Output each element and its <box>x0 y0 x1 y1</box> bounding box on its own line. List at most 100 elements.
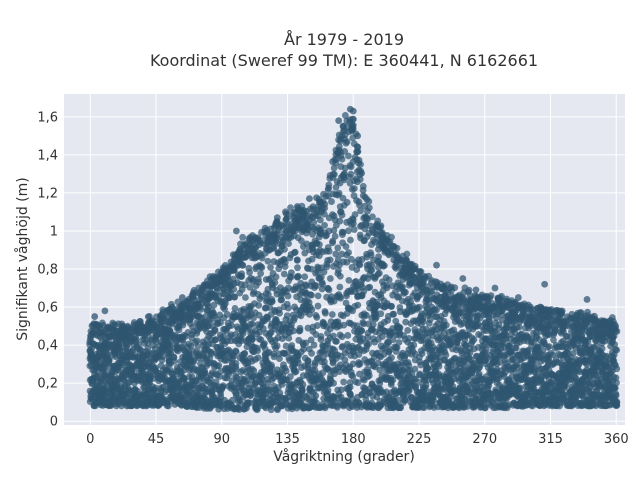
data-point <box>387 303 395 310</box>
data-point <box>320 268 328 276</box>
data-point <box>208 350 215 358</box>
data-point <box>419 404 427 411</box>
data-point <box>314 268 322 276</box>
data-point <box>285 334 293 342</box>
data-point <box>300 345 308 353</box>
data-point <box>311 361 319 369</box>
data-point <box>215 362 223 369</box>
data-point <box>347 236 354 244</box>
data-point <box>194 343 202 351</box>
data-point <box>275 306 283 314</box>
chart-title-line1: År 1979 - 2019 <box>284 30 404 49</box>
data-point <box>308 306 316 314</box>
data-point <box>246 399 254 407</box>
data-point <box>144 345 152 352</box>
data-point <box>324 244 332 251</box>
data-point <box>430 397 438 404</box>
data-point <box>328 198 335 205</box>
data-point <box>249 320 256 328</box>
data-point <box>334 244 342 252</box>
data-point <box>247 330 255 338</box>
data-point <box>350 185 358 192</box>
data-point <box>257 270 265 277</box>
data-point <box>312 282 320 290</box>
data-point <box>470 336 478 343</box>
data-point <box>317 273 325 281</box>
data-point <box>250 367 258 374</box>
data-point <box>268 298 276 305</box>
data-point <box>211 326 219 334</box>
data-point <box>232 372 239 380</box>
data-point <box>324 386 332 394</box>
data-point <box>612 391 620 399</box>
data-point <box>325 227 333 235</box>
data-point <box>258 264 266 271</box>
data-point <box>312 392 320 400</box>
data-point <box>345 249 352 256</box>
data-point <box>612 374 620 382</box>
data-point <box>380 262 388 270</box>
chart-title-line2: Koordinat (Sweref 99 TM): E 360441, N 61… <box>150 51 538 70</box>
data-point <box>231 305 239 312</box>
data-point <box>326 275 334 282</box>
data-point <box>358 327 366 335</box>
data-point <box>285 240 292 248</box>
data-point <box>335 267 342 274</box>
data-point <box>345 276 353 284</box>
data-point <box>612 402 620 409</box>
data-point <box>368 266 376 274</box>
data-point <box>410 341 418 349</box>
data-point <box>435 362 443 370</box>
data-point <box>388 354 395 362</box>
data-point <box>286 254 294 262</box>
data-point <box>312 311 320 319</box>
data-point <box>264 257 272 265</box>
data-point <box>313 322 321 329</box>
data-point <box>193 330 201 337</box>
data-point <box>159 372 167 380</box>
data-point <box>255 278 263 286</box>
data-point <box>389 310 397 318</box>
data-point <box>402 288 409 296</box>
data-point <box>228 322 235 329</box>
data-point <box>336 283 344 291</box>
data-point <box>246 284 254 291</box>
data-point <box>210 301 218 309</box>
data-point <box>237 337 245 345</box>
data-point <box>297 237 305 245</box>
data-point <box>306 291 314 299</box>
data-point <box>308 349 315 357</box>
data-point <box>246 268 253 276</box>
data-point <box>344 227 352 235</box>
data-point <box>419 317 427 325</box>
data-point <box>330 379 337 387</box>
data-point <box>223 311 231 318</box>
data-point <box>216 373 224 380</box>
data-point <box>319 280 326 288</box>
data-point <box>302 339 310 347</box>
data-point <box>142 400 150 408</box>
data-point <box>281 245 288 253</box>
data-point <box>349 220 357 227</box>
data-point <box>411 365 419 373</box>
data-point <box>249 335 256 343</box>
data-point <box>303 282 310 290</box>
data-point <box>106 355 113 362</box>
data-point <box>342 243 350 250</box>
data-point <box>314 292 322 300</box>
data-point <box>212 336 220 343</box>
data-point <box>338 333 346 341</box>
data-point <box>284 304 292 312</box>
data-point <box>222 300 229 307</box>
data-point <box>159 353 167 360</box>
data-point <box>613 346 621 354</box>
data-point <box>314 302 322 310</box>
data-point <box>286 373 294 381</box>
data-point <box>201 369 209 376</box>
data-point <box>125 386 133 394</box>
data-point <box>221 305 229 313</box>
data-point <box>336 217 344 225</box>
data-point <box>442 321 450 329</box>
data-point <box>190 358 197 366</box>
